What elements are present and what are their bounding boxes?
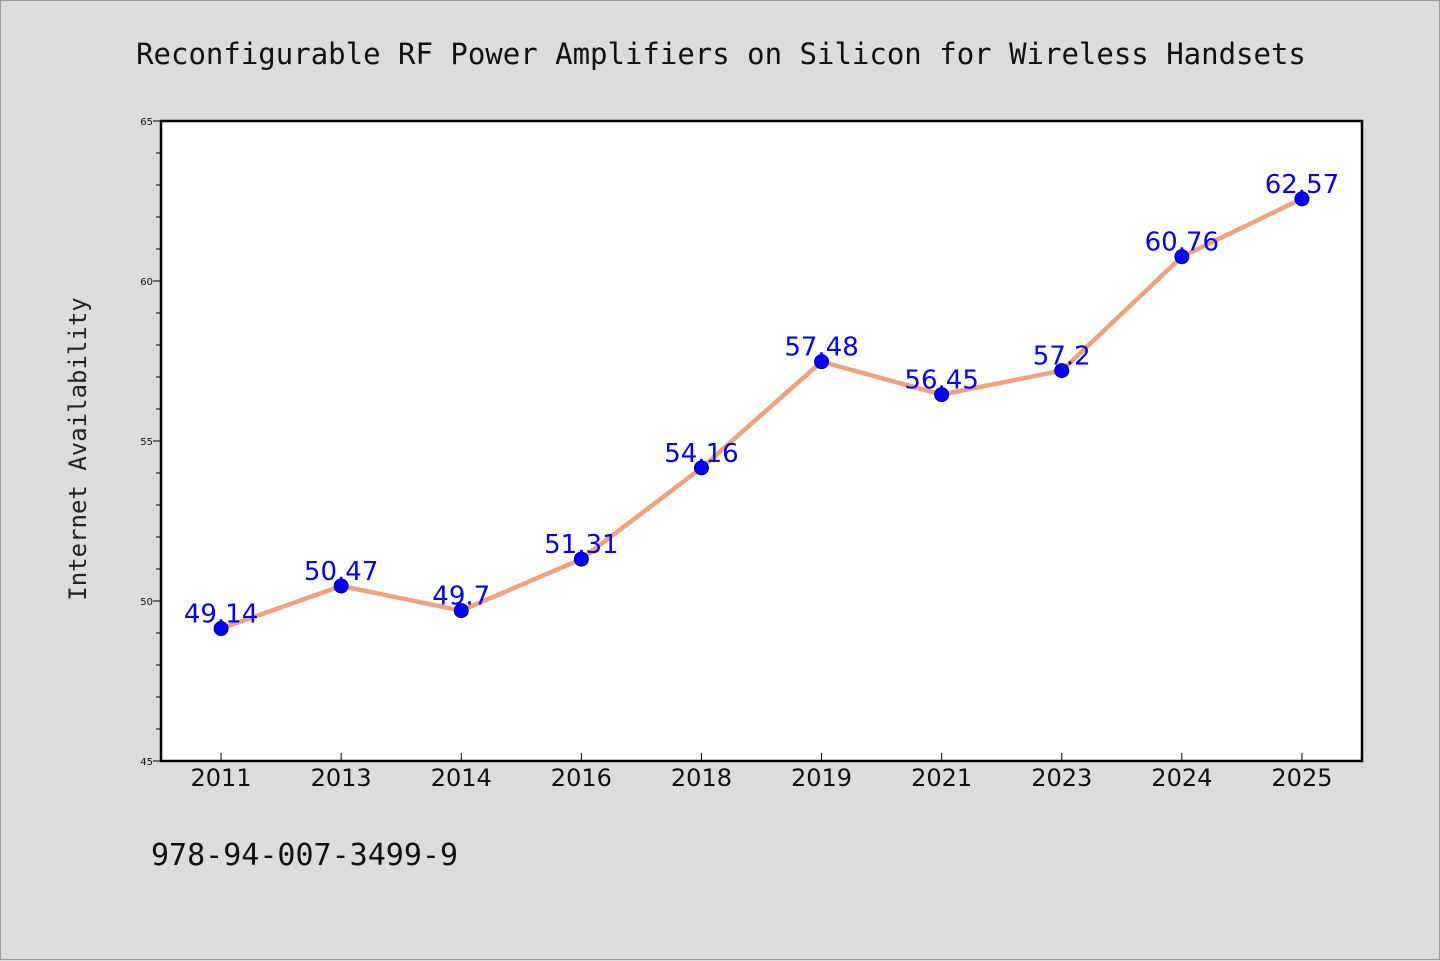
x-tick-label: 2023 — [1031, 764, 1092, 792]
data-point — [213, 621, 229, 637]
data-point — [573, 551, 589, 567]
data-label: 57.2 — [1033, 342, 1091, 372]
y-tick-label: 45 — [140, 757, 153, 768]
data-label: 56.45 — [904, 366, 978, 396]
data-label: 49.7 — [432, 582, 490, 612]
chart-title: Reconfigurable RF Power Amplifiers on Si… — [136, 37, 1306, 71]
x-tick-label: 2019 — [791, 764, 852, 792]
x-tick-label: 2016 — [551, 764, 612, 792]
data-point — [453, 603, 469, 619]
data-point — [1174, 249, 1190, 265]
data-label: 49.14 — [184, 600, 258, 630]
x-tick-label: 2013 — [311, 764, 372, 792]
plot-area — [161, 121, 1362, 761]
data-point — [934, 387, 950, 403]
data-point — [1054, 363, 1070, 379]
y-tick-label: 50 — [140, 597, 153, 608]
y-tick-label: 60 — [140, 277, 153, 288]
y-tick-label: 55 — [140, 437, 153, 448]
series-layer — [218, 196, 1305, 631]
data-label-layer: 49.14 50.47 49.7 51.31 54.16 57.48 56.45 57.2 60… — [184, 170, 1339, 630]
plot-border — [159, 119, 1364, 763]
data-point — [814, 354, 830, 370]
x-tick-label: 2021 — [911, 764, 972, 792]
marker-layer — [213, 191, 1310, 637]
data-label: 51.31 — [544, 530, 618, 560]
x-axis-ticks: 2011 2013 2014 2016 2018 2019 2021 2023 2024 2025 — [191, 753, 1332, 792]
data-label: 60.76 — [1145, 228, 1219, 258]
isbn-footer: 978-94-007-3499-9 — [151, 838, 458, 873]
data-point — [333, 578, 349, 594]
data-label: 62.57 — [1265, 170, 1339, 200]
data-label: 50.47 — [304, 557, 378, 587]
y-tick-label: 65 — [140, 117, 153, 128]
x-tick-label: 2025 — [1271, 764, 1332, 792]
series-line — [218, 196, 1305, 631]
data-point — [693, 460, 709, 476]
y-axis-label: Internet Availability — [64, 297, 92, 600]
data-point — [1294, 191, 1310, 207]
x-tick-label: 2018 — [671, 764, 732, 792]
data-label: 57.48 — [784, 333, 858, 363]
x-tick-label: 2024 — [1151, 764, 1212, 792]
x-tick-label: 2011 — [191, 764, 252, 792]
x-tick-label: 2014 — [431, 764, 492, 792]
data-label: 54.16 — [664, 439, 738, 469]
y-axis-ticks: 45 50 55 60 65 — [140, 117, 161, 768]
